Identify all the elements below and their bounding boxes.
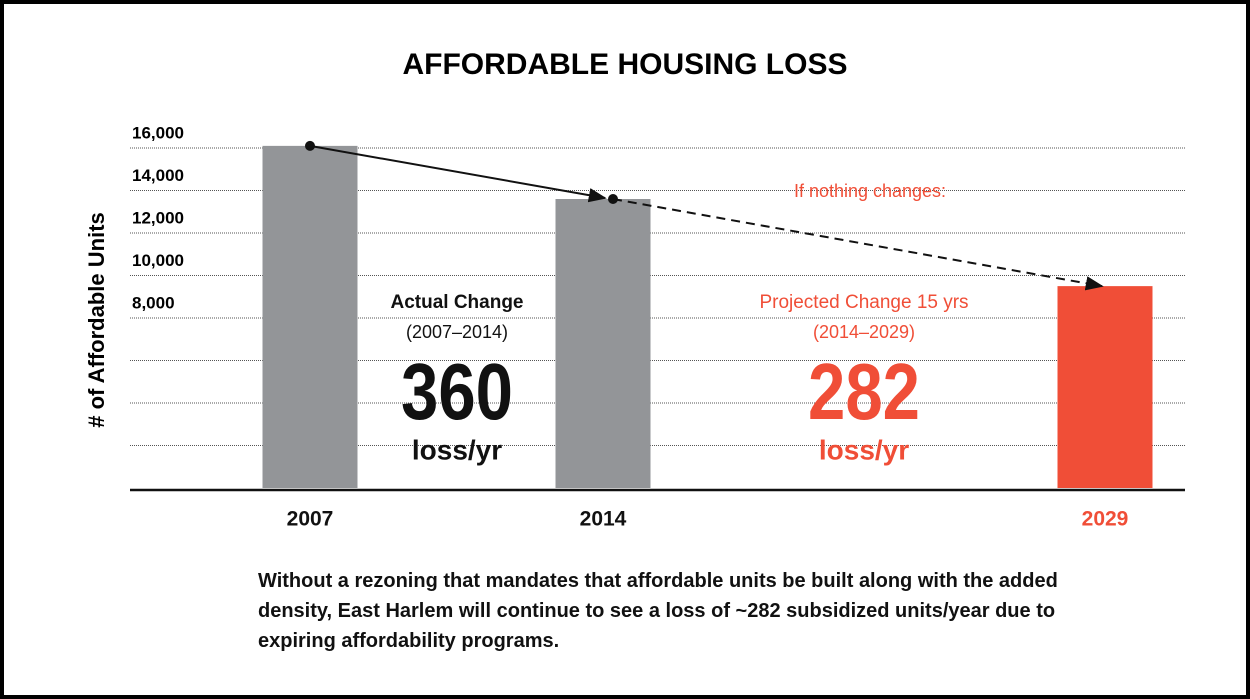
annotation-rate: 360 [401,347,513,436]
point [305,140,315,151]
annotation-rate: 282 [808,347,920,436]
y-tick-label: 8,000 [132,293,175,312]
annotation: Actual Change [390,292,523,313]
projection-arrow [612,198,1104,291]
bar [1057,286,1153,488]
annotation: (2007–2014) [406,322,508,342]
y-tick-label: 12,000 [132,208,184,227]
annotation: loss/yr [412,434,502,465]
y-axis-label: # of Affordable Units [84,212,109,428]
footnote: Without a rezoning that mandates that af… [258,570,1058,652]
annotation: If nothing changes: [794,181,946,201]
bar [555,199,651,488]
annotation: loss/yr [819,434,909,465]
bar [262,145,358,488]
y-tick-label: 14,000 [132,166,184,185]
y-tick-label: 10,000 [132,251,184,270]
x-tick-label: 2029 [1082,508,1129,531]
y-tick-label: 16,000 [132,123,184,142]
trend-arrow [309,144,607,203]
point [608,194,618,204]
annotation: Projected Change 15 yrs [759,292,968,313]
annotation: (2014–2029) [813,322,915,342]
x-tick-label: 2014 [580,508,627,531]
chart-title: AFFORDABLE HOUSING LOSS [402,48,847,81]
x-tick-label: 2007 [287,508,334,531]
